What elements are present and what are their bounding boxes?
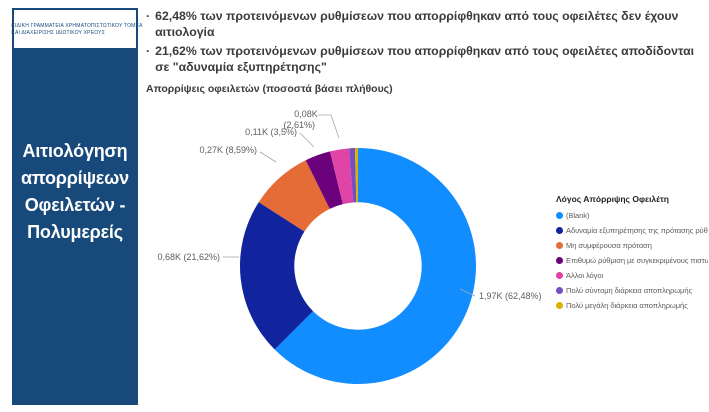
legend-dot-icon — [556, 272, 563, 279]
legend-item-label: Επιθυμώ ρύθμιση με συγκεκριμένους πιστωτ… — [566, 256, 708, 265]
bullet-marker: · — [146, 44, 151, 58]
legend-items: (Blank) Αδυναμία εξυπηρέτησης της πρόταση… — [556, 208, 708, 313]
legend-item-3[interactable]: Επιθυμώ ρύθμιση με συγκεκριμένους πιστωτ… — [556, 253, 708, 268]
legend-dot-icon — [556, 287, 563, 294]
callout-label-epithymo: 0,11K (3,5%) — [245, 127, 297, 137]
bullet-item: · 62,48% των προτεινόμενων ρυθμίσεων που… — [146, 8, 704, 40]
legend-item-1[interactable]: Αδυναμία εξυπηρέτησης της πρότασης ρύθμι… — [556, 223, 708, 238]
donut-slice-5[interactable] — [349, 148, 357, 203]
callout-label-alloi-value: 0,08K — [294, 109, 318, 119]
legend-item-label: Αδυναμία εξυπηρέτησης της πρότασης ρύθμι… — [566, 226, 708, 235]
legend-item-5[interactable]: Πολύ σύντομη διάρκεια αποπληρωμής — [556, 283, 708, 298]
donut-slice-0[interactable] — [274, 148, 476, 384]
sidebar: Αιτιολόγηση απορρίψεων Οφειλετών - Πολυμ… — [12, 50, 138, 405]
callout-label-alloi-pct: (2,61%) — [283, 120, 315, 130]
legend-dot-icon — [556, 257, 563, 264]
legend-item-6[interactable]: Πολύ μεγάλη διάρκεια αποπληρωμής — [556, 298, 708, 313]
bullet-marker: · — [146, 9, 151, 23]
donut-slices — [240, 148, 476, 384]
legend-dot-icon — [556, 302, 563, 309]
legend-dot-icon — [556, 242, 563, 249]
bullet-text: 62,48% των προτεινόμενων ρυθμίσεων που α… — [155, 9, 679, 39]
legend-item-2[interactable]: Μη συμφέρουσα πρόταση — [556, 238, 708, 253]
chart-title: Απορρίψεις οφειλετών (ποσοστά βάσει πλήθ… — [146, 83, 393, 95]
donut-slice-1[interactable] — [240, 202, 313, 350]
legend-dot-icon — [556, 212, 563, 219]
bullet-item: · 21,62% των προτεινόμενων ρυθμίσεων που… — [146, 43, 704, 75]
callout-label-mi-symferousa: 0,27K (8,59%) — [199, 145, 257, 155]
donut-slice-4[interactable] — [330, 148, 354, 205]
page-title: Αιτιολόγηση απορρίψεων Οφειλετών - Πολυμ… — [21, 141, 129, 242]
logo: ΕΙΔΙΚΗ ΓΡΑΜΜΑΤΕΙΑ ΧΡΗΜΑΤΟΠΙΣΤΩΤΙΚΟΥ ΤΟΜΕ… — [11, 8, 142, 50]
callout-leader-lines — [223, 114, 476, 297]
logo-line1: ΕΙΔΙΚΗ ΓΡΑΜΜΑΤΕΙΑ ΧΡΗΜΑΤΟΠΙΣΤΩΤΙΚΟΥ ΤΟΜΕ… — [11, 22, 143, 29]
donut-slice-2[interactable] — [258, 160, 330, 232]
legend-item-label: Πολύ σύντομη διάρκεια αποπληρωμής — [566, 286, 692, 295]
bullet-text: 21,62% των προτεινόμενων ρυθμίσεων που α… — [155, 44, 695, 74]
legend-item-label: Μη συμφέρουσα πρόταση — [566, 241, 652, 250]
legend-item-label: Πολύ μεγάλη διάρκεια αποπληρωμής — [566, 301, 688, 310]
donut-chart: 1,97K (62,48%) 0,68K (21,62%) 0,27K (8,5… — [157, 109, 542, 384]
legend-item-label: Άλλοι λόγοι — [566, 271, 604, 280]
callout-label-blank: 1,97K (62,48%) — [479, 291, 542, 301]
legend-dot-icon — [556, 227, 563, 234]
legend-title: Λόγος Απόρριψης Οφειλέτη — [556, 194, 669, 204]
legend-item-0[interactable]: (Blank) — [556, 208, 708, 223]
donut-slice-3[interactable] — [305, 151, 343, 209]
legend-item-4[interactable]: Άλλοι λόγοι — [556, 268, 708, 283]
summary-bullets: · 62,48% των προτεινόμενων ρυθμίσεων που… — [146, 8, 704, 78]
legend-item-label: (Blank) — [566, 211, 590, 220]
logo-line2: ΚΑΙ ΔΙΑΧΕΙΡΙΣΗΣ ΙΔΙΩΤΙΚΟΥ ΧΡΕΟΥΣ — [11, 29, 106, 36]
legend: Λόγος Απόρριψης Οφειλέτη (Blank) Αδυναμία… — [556, 194, 708, 313]
donut-slice-6[interactable] — [354, 148, 358, 203]
callout-label-adynamia: 0,68K (21,62%) — [157, 252, 220, 262]
